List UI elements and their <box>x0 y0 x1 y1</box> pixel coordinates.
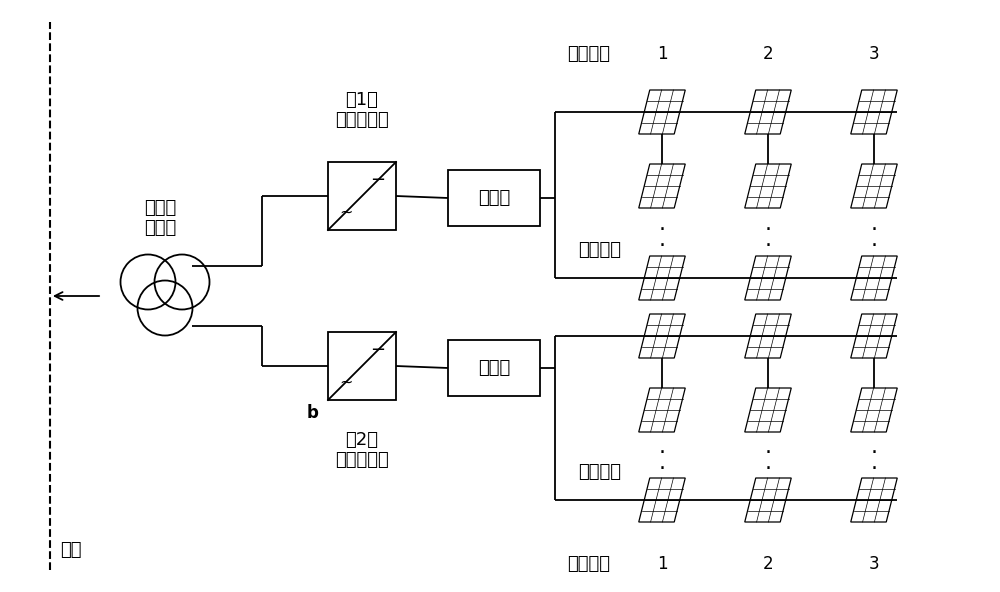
Text: 1: 1 <box>657 555 667 573</box>
Text: 三绕组
变压器: 三绕组 变压器 <box>144 198 176 237</box>
Text: .: . <box>870 230 878 250</box>
Bar <box>448 170 540 226</box>
Bar <box>328 332 396 400</box>
Text: b: b <box>306 404 318 422</box>
Text: .: . <box>870 214 878 234</box>
Text: .: . <box>658 230 666 250</box>
Text: 第1路
三相逆变器: 第1路 三相逆变器 <box>335 91 389 130</box>
Text: 光伏阵列: 光伏阵列 <box>578 463 621 481</box>
Text: .: . <box>765 214 772 234</box>
Bar <box>448 340 540 396</box>
Text: .: . <box>658 437 666 457</box>
Text: 组串序号: 组串序号 <box>567 555 610 573</box>
Text: 2: 2 <box>763 45 773 63</box>
Text: 第2路
三相逆变器: 第2路 三相逆变器 <box>335 430 389 469</box>
Bar <box>328 162 396 230</box>
Text: 汇流筱: 汇流筱 <box>478 359 510 377</box>
Text: .: . <box>765 437 772 457</box>
Text: .: . <box>870 437 878 457</box>
Text: 组串序号: 组串序号 <box>567 45 610 63</box>
Text: .: . <box>870 453 878 473</box>
Text: 光伏阵列: 光伏阵列 <box>578 241 621 259</box>
Text: .: . <box>658 453 666 473</box>
Text: 3: 3 <box>869 555 879 573</box>
Text: −: − <box>370 171 385 189</box>
Text: −: − <box>370 342 385 359</box>
Text: .: . <box>658 214 666 234</box>
Text: .: . <box>765 453 772 473</box>
Text: .: . <box>765 230 772 250</box>
Text: 3: 3 <box>869 45 879 63</box>
Text: 母线: 母线 <box>60 541 82 559</box>
Text: 汇流筱: 汇流筱 <box>478 189 510 207</box>
Text: 2: 2 <box>763 555 773 573</box>
Text: 1: 1 <box>657 45 667 63</box>
Text: ~: ~ <box>340 374 353 389</box>
Text: ~: ~ <box>340 204 353 219</box>
